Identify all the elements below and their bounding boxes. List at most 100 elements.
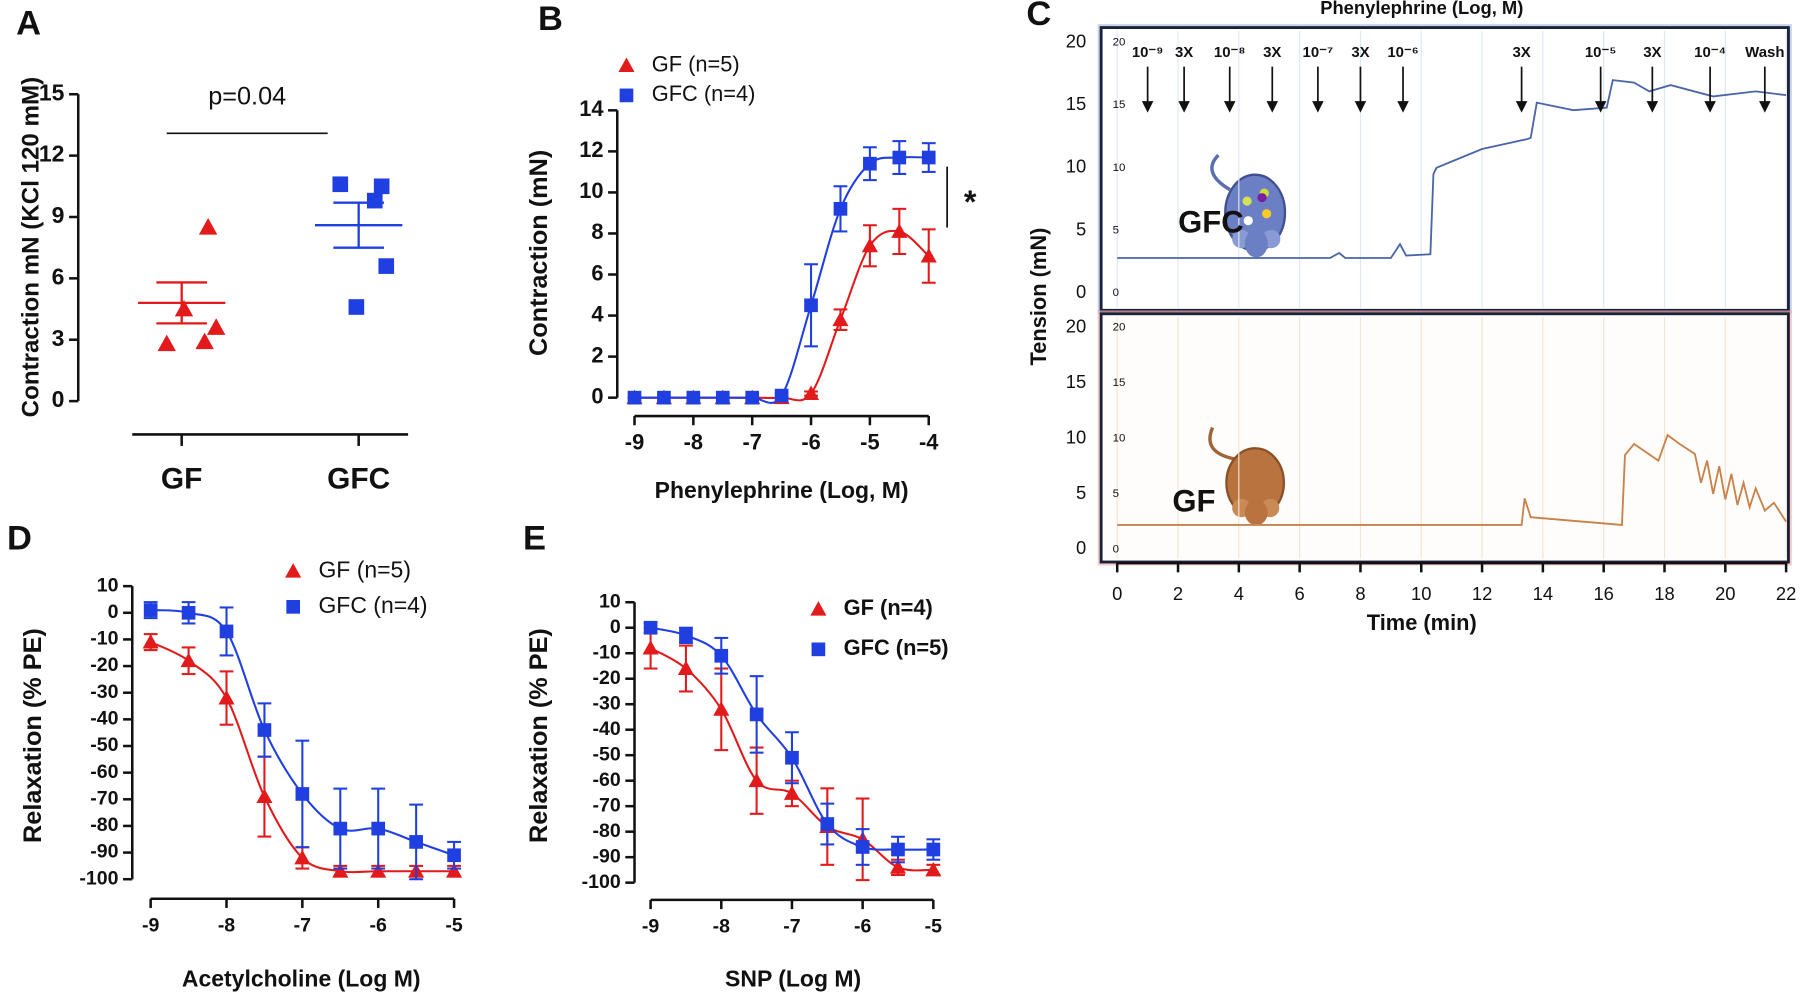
dose-label: 10⁻⁸	[1214, 44, 1246, 61]
marker	[446, 863, 463, 878]
marker	[409, 835, 423, 849]
dose-arrowhead	[1594, 101, 1607, 113]
marker	[373, 178, 390, 195]
x-tick-label: 4	[1234, 583, 1244, 604]
y-tick-label: 0	[610, 616, 621, 638]
marker	[891, 223, 908, 238]
y-axis-title: Tension (mN)	[1026, 228, 1051, 366]
significance-mark: *	[964, 184, 977, 220]
marker	[294, 849, 311, 865]
x-tick-label: -5	[860, 429, 879, 454]
x-tick-label: 12	[1472, 583, 1492, 604]
y-tick-label: 10	[1066, 426, 1086, 447]
marker	[157, 334, 176, 352]
y-tick-label: 10	[579, 178, 603, 203]
y-tick-label: 0	[1076, 281, 1086, 302]
x-axis-title: SNP (Log M)	[725, 965, 861, 991]
dose-arrowhead	[1704, 101, 1716, 113]
x-tick-label: 16	[1593, 583, 1613, 604]
x-tick-label: 10	[1411, 583, 1431, 604]
gfc-frame	[1099, 26, 1790, 312]
y-tick-label: 20	[1066, 30, 1086, 51]
dose-arrowhead	[1266, 101, 1279, 113]
legend-label: GFC (n=4)	[318, 592, 427, 618]
y-tick-label: -30	[592, 692, 620, 714]
dose-arrowhead	[1759, 101, 1771, 113]
fit-line	[150, 641, 455, 874]
x-tick-label: -8	[218, 914, 235, 936]
marker	[855, 840, 870, 854]
marker	[206, 318, 226, 335]
y-tick-label: -10	[592, 641, 620, 663]
inner-tick-label: 5	[1113, 224, 1119, 236]
y-tick-label: -50	[90, 734, 118, 756]
marker	[218, 690, 235, 705]
x-tick-label: GFC	[327, 462, 390, 495]
marker	[832, 311, 849, 327]
x-tick-label: -4	[919, 429, 939, 454]
dose-arrowhead	[1646, 101, 1659, 113]
legend-label: GFC (n=4)	[652, 81, 756, 106]
x-tick-label: 14	[1533, 583, 1553, 604]
y-tick-label: -40	[90, 708, 118, 730]
y-tick-label: -60	[592, 769, 620, 791]
marker	[891, 842, 905, 857]
marker	[785, 750, 799, 765]
fit-line	[634, 156, 929, 404]
dose-arrowhead	[1515, 101, 1528, 113]
marker	[861, 237, 878, 253]
marker	[714, 648, 729, 663]
dose-arrowhead	[1223, 101, 1236, 113]
p-value: p=0.04	[208, 82, 286, 110]
marker	[286, 599, 301, 614]
y-tick-label: 8	[591, 219, 603, 244]
marker	[195, 332, 214, 350]
x-tick-label: 6	[1295, 583, 1305, 604]
marker	[370, 863, 387, 878]
marker	[926, 842, 941, 857]
marker	[749, 707, 764, 722]
chart-title: Phenylephrine (Log, M)	[1320, 0, 1523, 18]
panel-letter: D	[7, 519, 32, 557]
marker	[371, 821, 386, 836]
gfc-mouse-icon	[1210, 153, 1287, 258]
y-tick-label: 5	[1076, 482, 1086, 503]
y-tick-label: 2	[591, 342, 603, 367]
marker	[618, 57, 635, 72]
marker	[892, 150, 907, 165]
marker	[295, 787, 310, 801]
panel-letter: E	[523, 519, 546, 557]
dose-arrowhead	[1397, 101, 1409, 113]
y-tick-label: -50	[592, 743, 620, 765]
dose-arrowhead	[1178, 101, 1190, 113]
dose-label: 10⁻⁶	[1387, 44, 1418, 61]
dose-label: 3X	[1512, 44, 1530, 61]
legend-label: GF (n=4)	[844, 595, 933, 620]
x-tick-label: -5	[925, 916, 942, 938]
x-tick-label: -6	[854, 916, 871, 938]
marker	[686, 390, 701, 405]
marker	[643, 620, 658, 635]
marker	[783, 785, 801, 800]
y-tick-label: 15	[1066, 93, 1086, 114]
x-tick-label: 22	[1776, 583, 1796, 604]
y-tick-label: 15	[39, 79, 65, 105]
dose-label: 3X	[1351, 44, 1369, 61]
x-tick-label: -7	[294, 914, 311, 936]
marker	[257, 723, 272, 737]
inner-tick-label: 0	[1113, 287, 1119, 299]
y-tick-label: -30	[90, 681, 118, 703]
inner-tick-label: 15	[1113, 99, 1126, 111]
marker	[378, 258, 395, 274]
y-tick-label: -40	[592, 718, 620, 740]
marker	[713, 701, 730, 716]
x-tick-label: 20	[1715, 583, 1735, 604]
y-tick-label: -10	[90, 628, 118, 650]
marker	[920, 248, 937, 263]
legend-label: GF (n=5)	[652, 51, 740, 76]
y-tick-label: 14	[579, 96, 604, 121]
x-tick-label: -9	[625, 429, 644, 454]
trace-label: GF	[1172, 484, 1215, 519]
y-tick-label: 20	[1066, 315, 1086, 336]
y-tick-label: 10	[97, 574, 119, 596]
